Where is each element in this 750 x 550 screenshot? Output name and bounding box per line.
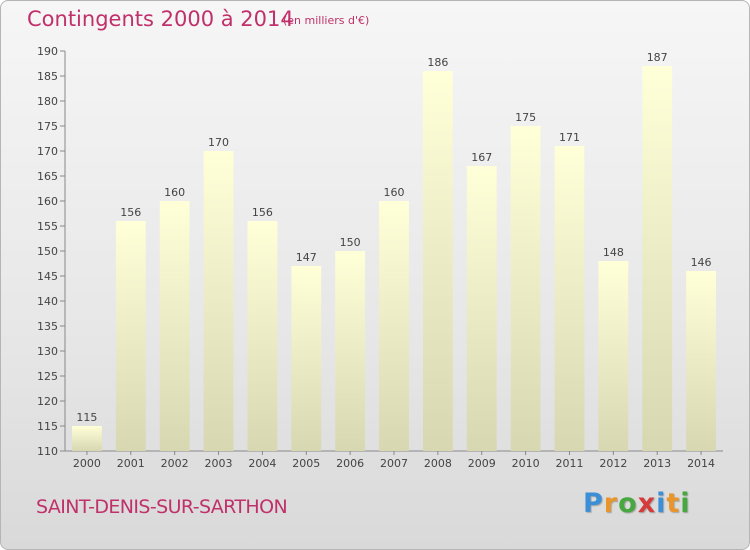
bar-value-label: 156: [252, 206, 273, 219]
bar-2013: [642, 66, 673, 451]
bar-2009: [466, 166, 497, 451]
bar-2011: [554, 146, 585, 451]
y-tick-label: 145: [37, 270, 58, 283]
logo-letter: r: [603, 488, 619, 519]
x-tick-label: 2000: [73, 457, 101, 470]
x-tick-label: 2010: [512, 457, 540, 470]
logo-letter: P: [583, 488, 604, 519]
y-tick-label: 110: [37, 445, 58, 458]
bar-chart: 110 115 120 125 130 135 140 145 150 155 160 165 170 1…: [37, 45, 723, 470]
x-tick-label: 2002: [161, 457, 189, 470]
bar-2008: [422, 71, 453, 451]
bar-value-label: 187: [647, 51, 668, 64]
y-tick-label: 180: [37, 95, 58, 108]
y-tick-label: 150: [37, 245, 58, 258]
logo-letter: i: [656, 488, 667, 519]
x-tick-label: 2006: [336, 457, 364, 470]
bar-2012: [598, 261, 629, 451]
proxiti-logo: Proxiti: [583, 488, 691, 519]
y-tick-label: 115: [37, 420, 58, 433]
bar-2010: [510, 126, 541, 451]
bar-2014: [686, 271, 716, 451]
x-tick-label: 2003: [205, 457, 233, 470]
logo-letter: o: [618, 488, 638, 519]
y-tick-label: 140: [37, 295, 58, 308]
x-tick-label: 2012: [599, 457, 627, 470]
bar-value-label: 160: [164, 186, 185, 199]
bar-2003: [203, 151, 234, 451]
bar-2004: [247, 221, 278, 451]
x-tick-label: 2014: [687, 457, 715, 470]
y-tick-label: 135: [37, 320, 58, 333]
y-tick-label: 155: [37, 220, 58, 233]
bar-value-label: 175: [515, 111, 536, 124]
x-tick-label: 2008: [424, 457, 452, 470]
bar-2001: [115, 221, 146, 451]
bar-value-label: 147: [296, 251, 317, 264]
y-tick-label: 120: [37, 395, 58, 408]
logo-letter: t: [666, 488, 681, 519]
x-tick-label: 2011: [555, 457, 583, 470]
y-tick-label: 185: [37, 70, 58, 83]
bar-value-label: 186: [427, 56, 448, 69]
x-tick-label: 2005: [292, 457, 320, 470]
logo-letter: x: [637, 488, 657, 519]
bar-value-label: 170: [208, 136, 229, 149]
y-tick-label: 175: [37, 120, 58, 133]
chart-title: Contingents 2000 à 2014: [27, 7, 294, 31]
bar-value-label: 171: [559, 131, 580, 144]
x-tick-label: 2013: [643, 457, 671, 470]
y-tick-label: 125: [37, 370, 58, 383]
bar-2000: [72, 426, 102, 451]
y-tick-label: 130: [37, 345, 58, 358]
x-tick-label: 2007: [380, 457, 408, 470]
logo-letter: i: [680, 488, 691, 519]
bar-value-label: 146: [691, 256, 712, 269]
commune-name: SAINT-DENIS-SUR-SARTHON: [36, 496, 288, 518]
x-tick-label: 2004: [248, 457, 276, 470]
bar-value-label: 156: [120, 206, 141, 219]
y-tick-label: 160: [37, 195, 58, 208]
bar-value-label: 148: [603, 246, 624, 259]
bar-value-label: 167: [471, 151, 492, 164]
bar-2007: [379, 201, 409, 451]
bar-2005: [291, 266, 322, 451]
y-tick-label: 165: [37, 170, 58, 183]
bar-value-label: 160: [384, 186, 405, 199]
bar-2002: [159, 201, 190, 451]
chart-subtitle: (en milliers d'€): [283, 14, 370, 27]
y-tick-label: 170: [37, 145, 58, 158]
x-tick-label: 2001: [117, 457, 145, 470]
x-tick-label: 2009: [468, 457, 496, 470]
y-tick-label: 190: [37, 45, 58, 58]
bar-value-label: 115: [76, 411, 97, 424]
bar-value-label: 150: [340, 236, 361, 249]
bar-2006: [335, 251, 366, 451]
